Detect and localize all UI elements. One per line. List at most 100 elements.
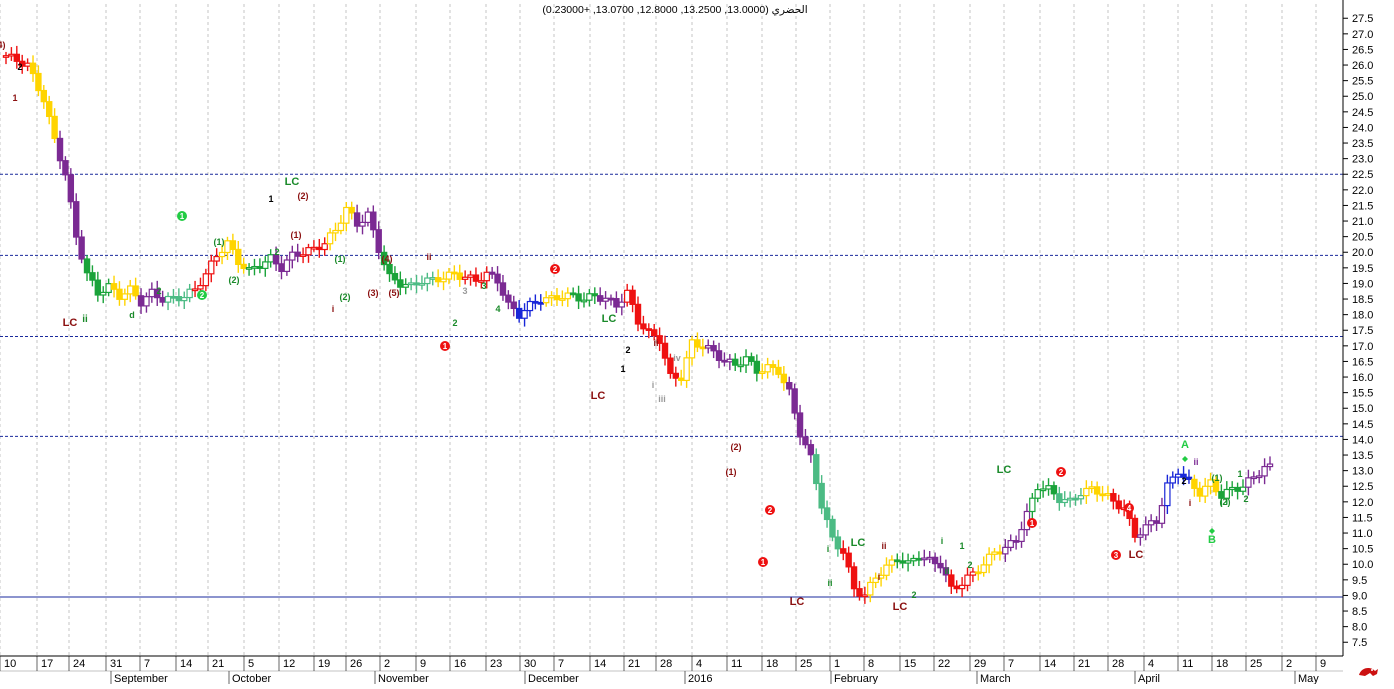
candle-body — [24, 62, 31, 67]
candle-body — [305, 247, 312, 256]
candle-body — [488, 271, 496, 275]
wave-label: ii — [653, 338, 658, 348]
y-tick-label: 17.0 — [1352, 341, 1373, 353]
candle-body — [505, 294, 512, 303]
candle-body — [256, 265, 264, 269]
candle-body — [1012, 540, 1020, 543]
count-marker-label: 1 — [180, 212, 185, 221]
candle-body — [1228, 486, 1236, 491]
candle-body — [1180, 473, 1187, 478]
y-tick-label: 10.0 — [1352, 559, 1373, 571]
candle-body — [181, 296, 188, 302]
candle-body — [499, 282, 507, 296]
y-tick-label: 12.5 — [1352, 481, 1373, 493]
wave-label: 1 — [620, 364, 625, 374]
candle-body — [1234, 486, 1241, 492]
candle-body — [51, 115, 58, 140]
x-tick-label: 21 — [628, 658, 640, 670]
candle-body — [796, 412, 804, 438]
candle-body — [208, 260, 215, 275]
candle-body — [564, 292, 571, 300]
count-marker-label: 3 — [1114, 551, 1119, 560]
candle-body — [829, 518, 836, 538]
x-tick-label: 8 — [868, 658, 874, 670]
x-tick-label: 29 — [974, 658, 986, 670]
y-tick-label: 16.0 — [1352, 372, 1373, 384]
y-tick-label: 18.0 — [1352, 310, 1373, 322]
y-tick-label: 25.5 — [1352, 76, 1373, 88]
y-tick-label: 8.0 — [1352, 622, 1367, 634]
wave-label: LC — [851, 537, 866, 549]
candle-body — [1223, 488, 1230, 499]
candle-body — [78, 236, 85, 260]
candle-body — [186, 288, 193, 299]
candle-body — [1201, 485, 1209, 497]
candle-body — [316, 246, 323, 251]
candle-body — [818, 482, 825, 509]
month-label: October — [232, 673, 271, 684]
y-tick-label: 26.0 — [1352, 60, 1373, 72]
y-tick-label: 7.5 — [1352, 637, 1367, 649]
x-tick-label: 30 — [524, 658, 536, 670]
candle-body — [985, 553, 993, 566]
candle-body — [667, 357, 674, 374]
candle-body — [904, 560, 912, 564]
wave-label: B — [1208, 534, 1216, 546]
wave-label: LC — [602, 313, 617, 325]
wave-label: LC — [285, 176, 300, 188]
x-tick-label: 28 — [1112, 658, 1124, 670]
candle-body — [1164, 482, 1171, 507]
candle-body — [1104, 493, 1112, 496]
x-tick-label: 17 — [41, 658, 53, 670]
candle-body — [823, 507, 831, 521]
candle-body — [645, 328, 653, 331]
month-label: December — [528, 673, 579, 684]
y-tick-label: 13.5 — [1352, 450, 1373, 462]
y-tick-label: 21.5 — [1352, 200, 1373, 212]
horizontal-levels — [0, 173, 1343, 598]
x-tick-label: 1 — [834, 658, 840, 670]
x-tick-label: 21 — [212, 658, 224, 670]
month-label: 2016 — [688, 673, 712, 684]
candle-body — [1147, 520, 1155, 526]
candle-body — [310, 246, 318, 250]
candle-body — [364, 211, 372, 224]
wave-label: 2 — [17, 62, 22, 72]
candle-body — [494, 273, 501, 284]
candle-body — [537, 301, 544, 305]
wave-label: (1) — [214, 237, 225, 247]
candle-body — [948, 574, 955, 587]
candle-body — [526, 300, 534, 312]
candle-body — [732, 358, 739, 366]
y-tick-label: 24.0 — [1352, 122, 1373, 134]
wave-label: (4) — [0, 40, 6, 50]
count-marker-circle — [197, 290, 207, 300]
candle-body — [370, 211, 377, 231]
candle-body — [786, 382, 793, 390]
count-marker-label: 2 — [768, 506, 773, 515]
candle-body — [1002, 546, 1009, 555]
wave-label: iv — [673, 353, 681, 363]
candle-body — [321, 243, 328, 251]
wave-label: i — [332, 304, 335, 314]
candle-body — [132, 285, 139, 297]
candle-body — [694, 339, 701, 348]
candle-body — [1196, 487, 1203, 497]
candle-body — [159, 297, 166, 303]
candle-body — [1088, 486, 1095, 490]
candle-body — [40, 89, 48, 103]
wave-label: (2) — [340, 292, 351, 302]
wave-label: (2) — [298, 191, 309, 201]
wave-label: (2) — [1220, 497, 1231, 507]
candle-body — [753, 360, 761, 374]
x-tick-label: 15 — [904, 658, 916, 670]
candle-body — [154, 288, 161, 299]
x-tick-label: 26 — [350, 658, 362, 670]
candle-body — [94, 279, 102, 296]
candle-body — [278, 263, 285, 273]
candle-body — [337, 222, 345, 232]
wave-label: LC — [591, 390, 606, 402]
x-tick-label: 10 — [4, 658, 16, 670]
candle-body — [445, 271, 453, 280]
candle-body — [1066, 497, 1074, 501]
